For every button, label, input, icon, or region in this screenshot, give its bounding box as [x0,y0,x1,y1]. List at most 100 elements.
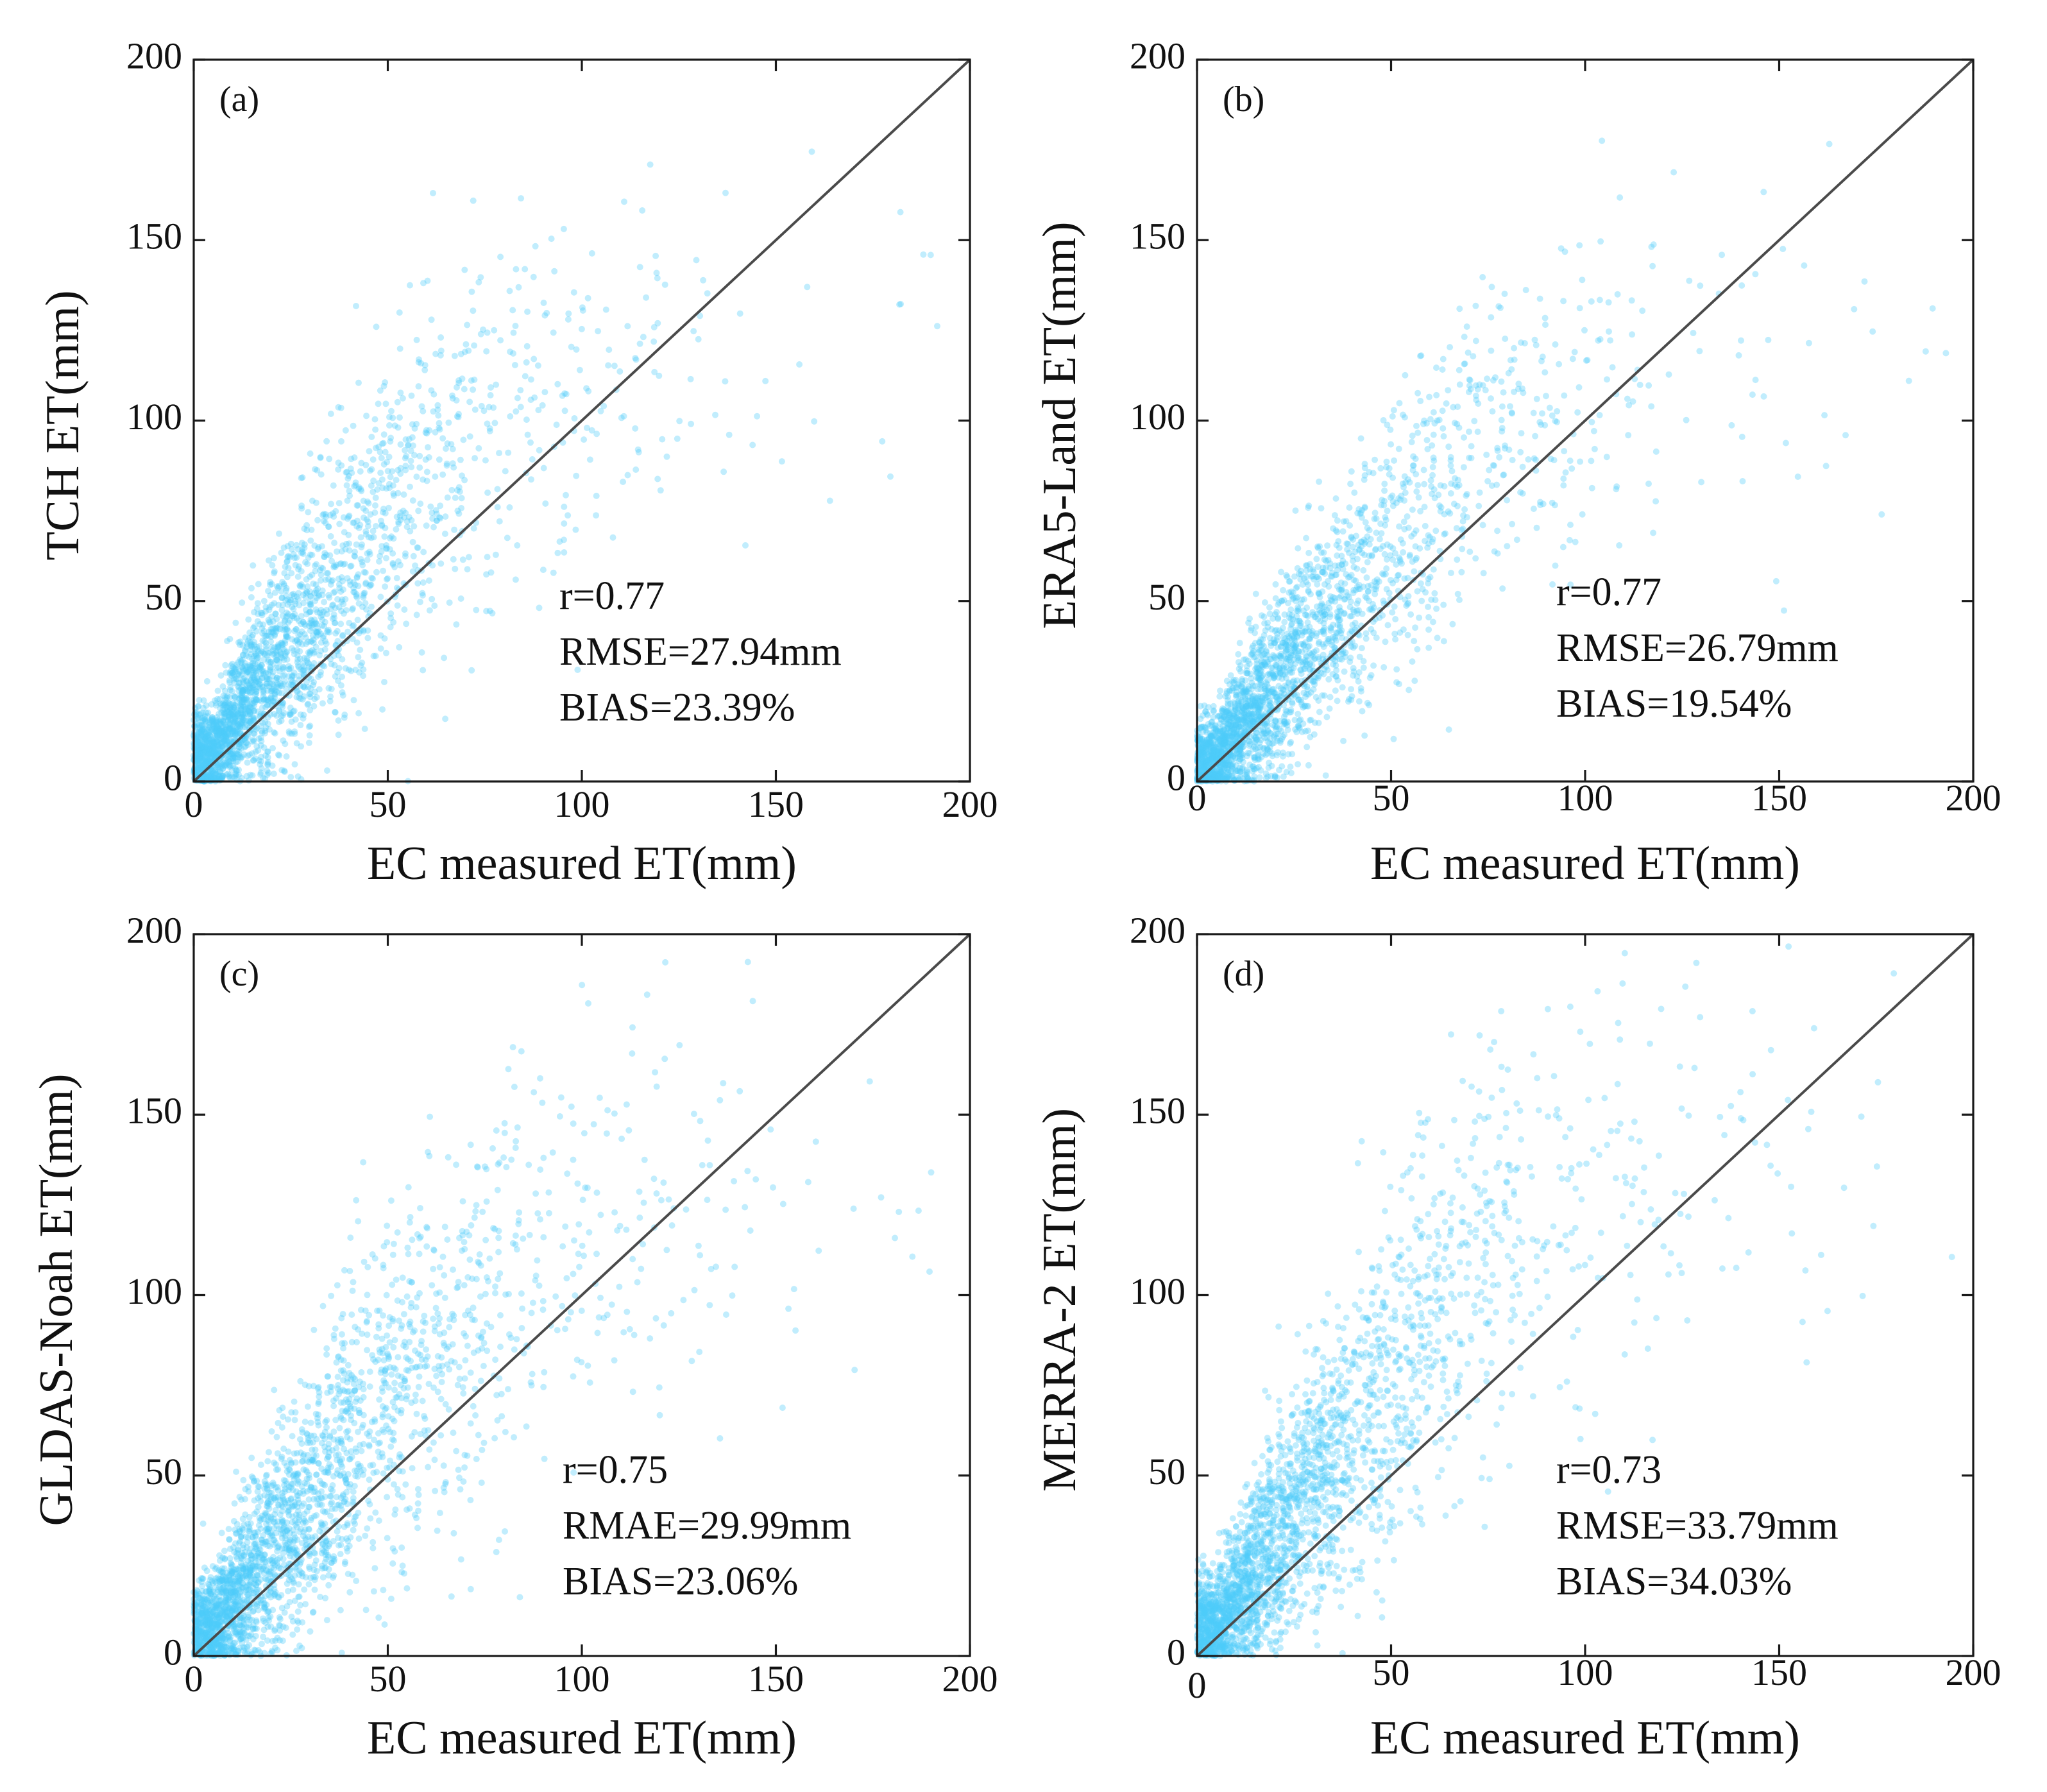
scatter-point [344,497,351,504]
scatter-point [1531,336,1538,343]
panel-label: (a) [219,80,259,119]
scatter-point [413,474,420,481]
scatter-point [289,636,296,643]
scatter-point [502,468,509,475]
scatter-point [248,704,255,711]
scatter-point [223,762,230,769]
scatter-point [471,406,479,413]
scatter-point [1461,434,1467,441]
scatter-point [340,586,346,593]
scatter-point [359,559,366,566]
scatter-point [206,773,213,780]
scatter-point [1471,418,1478,425]
scatter-point [1229,685,1236,692]
scatter-point [457,350,464,357]
scatter-point [279,641,286,647]
scatter-point [306,651,313,658]
scatter-point [267,579,274,586]
scatter-point [296,672,303,679]
scatter-point [265,670,272,678]
scatter-point [1760,189,1767,196]
scatter-point [279,612,286,619]
scatter-point [250,700,257,707]
scatter-point [226,636,234,642]
scatter-point [218,709,225,716]
scatter-point [300,663,307,670]
scatter-point [370,477,377,484]
scatter-point [368,482,375,489]
scatter-point [430,408,437,415]
scatter-point [370,653,377,660]
scatter-point [1434,635,1441,642]
scatter-point [1554,408,1561,414]
scatter-point [215,731,222,738]
scatter-point [1316,708,1323,715]
scatter-point [271,729,277,736]
scatter-point [443,460,450,467]
scatter-point [216,710,223,717]
scatter-point [343,468,350,475]
scatter-point [274,583,280,590]
scatter-point [336,500,343,507]
scatter-point [1574,409,1581,416]
scatter-point [653,269,660,277]
scatter-point [332,709,339,716]
scatter-point [334,669,341,676]
scatter-point [283,649,290,656]
scatter-point [286,599,293,606]
scatter-point [585,388,592,395]
scatter-point [204,773,210,780]
scatter-point [339,692,346,699]
scatter-point [337,588,344,595]
scatter-point [319,511,327,518]
scatter-point [1303,534,1310,542]
y-tick-50: 50 [145,576,182,618]
scatter-point [206,739,212,746]
scatter-point [1431,590,1438,597]
scatter-point [361,568,368,576]
scatter-point [208,742,216,749]
scatter-point [302,594,309,601]
scatter-point [415,383,422,390]
scatter-point [217,744,224,751]
scatter-point [1432,527,1440,534]
scatter-point [1295,723,1302,730]
scatter-point [238,774,245,781]
scatter-point [1402,371,1409,379]
scatter-point [210,739,217,746]
scatter-point [301,545,308,551]
scatter-point [1350,558,1356,565]
scatter-point [266,676,273,683]
scatter-point [219,774,226,781]
scatter-point [210,739,216,746]
scatter-point [411,452,418,459]
scatter-point [1413,488,1420,495]
scatter-point [346,578,353,585]
scatter-point [305,638,312,645]
scatter-point [332,620,339,626]
scatter-point [253,605,260,612]
scatter-point [227,701,234,708]
scatter-point [1428,596,1435,603]
scatter-point [285,552,292,559]
scatter-point [1488,395,1494,402]
scatter-point [493,381,500,388]
scatter-point [307,694,314,701]
scatter-point [1466,549,1474,555]
scatter-point [341,712,348,718]
scatter-point [308,526,315,533]
scatter-point [1440,425,1447,432]
scatter-point [1738,433,1745,440]
scatter-point [1396,400,1403,407]
scatter-point [221,710,228,717]
scatter-point [251,676,258,683]
scatter-point [193,715,200,722]
scatter-point [1389,474,1397,481]
scatter-point [383,576,390,583]
scatter-point [318,571,325,578]
scatter-point [335,731,342,738]
scatter-point [480,407,488,414]
scatter-point [1571,348,1578,355]
scatter-point [219,765,226,772]
scatter-point [436,425,443,431]
